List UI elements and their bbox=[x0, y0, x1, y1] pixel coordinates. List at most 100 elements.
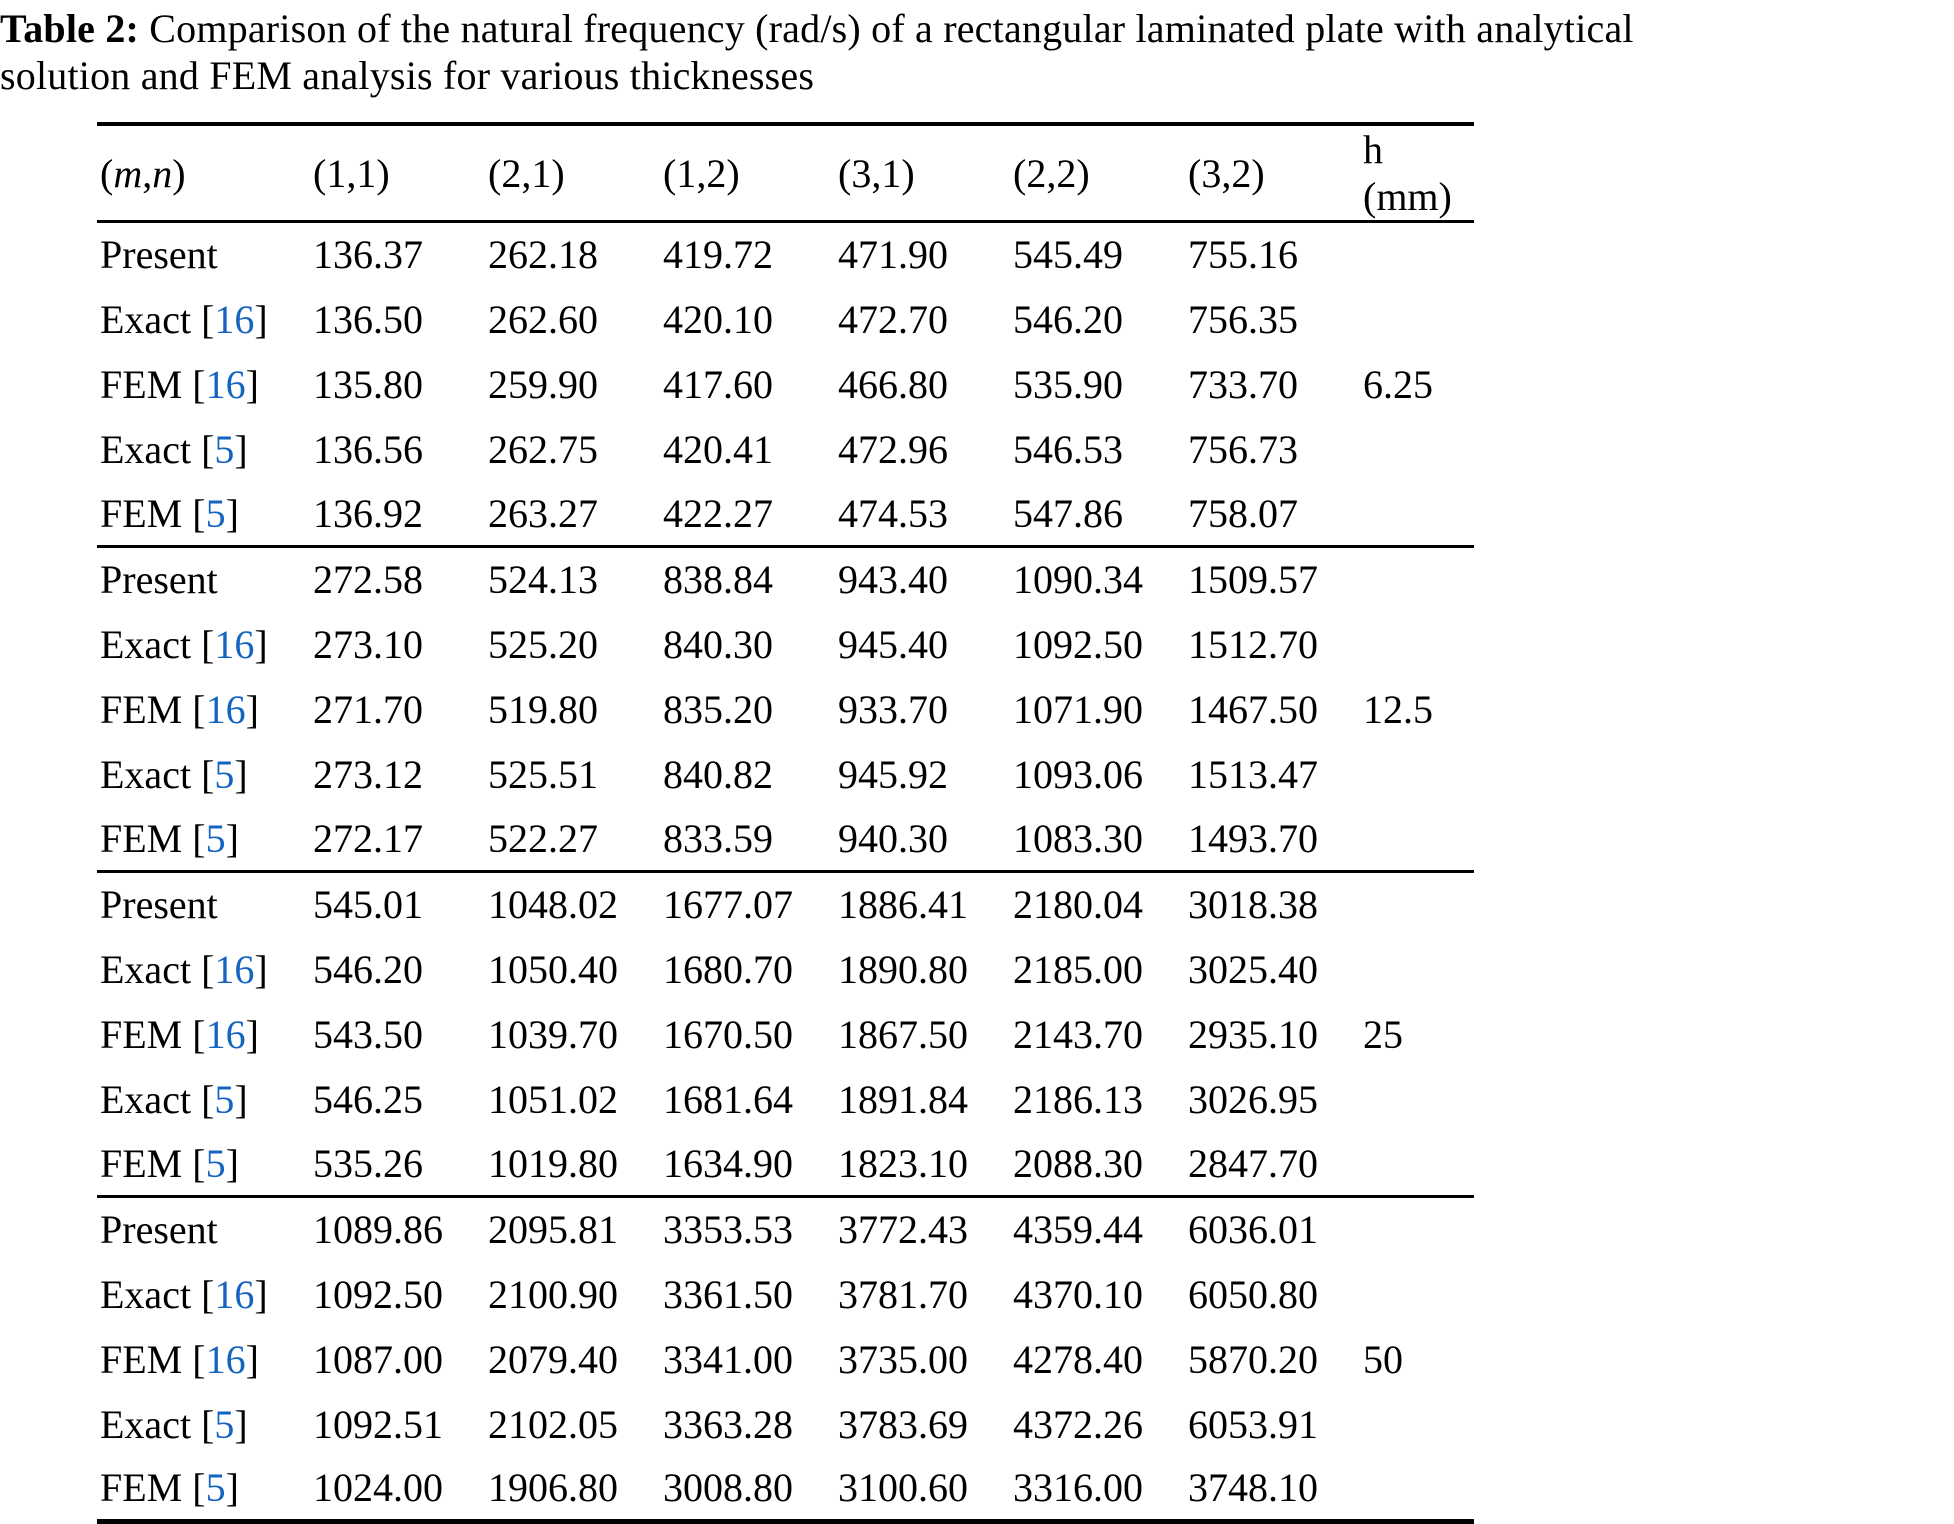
frequency-value-cell: 273.12 bbox=[313, 751, 423, 797]
frequency-value-cell: 3353.53 bbox=[663, 1207, 793, 1253]
thickness-cell bbox=[1360, 1067, 1474, 1132]
frequency-value-cell: 2185.00 bbox=[1013, 946, 1143, 992]
citation-ref-link[interactable]: 16 bbox=[214, 946, 255, 992]
frequency-value-cell: 272.58 bbox=[313, 557, 423, 603]
frequency-value-cell: 472.96 bbox=[838, 426, 948, 472]
citation-ref-link[interactable]: 16 bbox=[214, 296, 255, 342]
frequency-value-cell: 1634.90 bbox=[660, 1131, 835, 1198]
frequency-value-cell: 2088.30 bbox=[1010, 1131, 1185, 1198]
citation-ref-link[interactable]: 5 bbox=[214, 426, 235, 472]
table-row: Present 136.37 262.18 419.72 471.90 545.49 755… bbox=[97, 222, 1474, 287]
citation-ref-link[interactable]: 16 bbox=[214, 621, 255, 667]
citation-ref-link[interactable]: 16 bbox=[205, 1336, 246, 1382]
citation-ref-link[interactable]: 5 bbox=[214, 1401, 235, 1447]
citation-ref-link[interactable]: 5 bbox=[205, 815, 226, 861]
method-cell: Present bbox=[100, 557, 218, 603]
frequency-value-cell: 945.92 bbox=[838, 751, 948, 797]
frequency-value-cell: 419.72 bbox=[663, 232, 773, 278]
frequency-value-cell: 756.35 bbox=[1188, 296, 1298, 342]
method-cell: Exact [16] bbox=[100, 1271, 268, 1317]
frequency-value-cell: 1681.64 bbox=[663, 1076, 793, 1122]
column-header: h (mm) bbox=[1363, 127, 1452, 219]
frequency-value-cell: 259.90 bbox=[488, 361, 598, 407]
frequency-value-cell: 1083.30 bbox=[1010, 806, 1185, 873]
table-row: Exact [16] 1092.50 2100.90 3361.50 3781.70 43… bbox=[97, 1262, 1474, 1327]
frequency-value-cell: 933.70 bbox=[838, 686, 948, 732]
frequency-value-cell: 3781.70 bbox=[838, 1271, 968, 1317]
citation-ref-link[interactable]: 16 bbox=[205, 686, 246, 732]
thickness-cell bbox=[1360, 1197, 1474, 1262]
frequency-value-cell: 136.56 bbox=[313, 426, 423, 472]
thickness-cell bbox=[1360, 1392, 1474, 1457]
frequency-value-cell: 524.13 bbox=[488, 557, 598, 603]
method-cell: FEM [16] bbox=[100, 1011, 259, 1057]
citation-ref-link[interactable]: 16 bbox=[214, 1271, 255, 1317]
frequency-value-cell: 833.59 bbox=[660, 806, 835, 873]
frequency-value-cell: 3772.43 bbox=[838, 1207, 968, 1253]
method-cell: FEM [5] bbox=[97, 481, 310, 548]
column-header: (3,1) bbox=[838, 150, 915, 196]
frequency-value-cell: 3735.00 bbox=[838, 1336, 968, 1382]
method-cell: Exact [16] bbox=[100, 946, 268, 992]
frequency-value-cell: 136.37 bbox=[313, 232, 423, 278]
frequency-value-cell: 835.20 bbox=[663, 686, 773, 732]
table-caption-label: Table 2: bbox=[0, 6, 140, 51]
citation-ref-link[interactable]: 16 bbox=[205, 1011, 246, 1057]
citation-ref-link[interactable]: 5 bbox=[214, 1076, 235, 1122]
table-row: FEM [5] 136.92 263.27 422.27 474.53 547.86 758… bbox=[97, 481, 1474, 548]
frequency-value-cell: 2143.70 bbox=[1013, 1011, 1143, 1057]
frequency-value-cell: 263.27 bbox=[485, 481, 660, 548]
frequency-value-cell: 262.60 bbox=[488, 296, 598, 342]
frequency-value-cell: 273.10 bbox=[313, 621, 423, 667]
frequency-value-cell: 546.20 bbox=[313, 946, 423, 992]
citation-ref-link[interactable]: 16 bbox=[205, 361, 246, 407]
frequency-value-cell: 1670.50 bbox=[663, 1011, 793, 1057]
table-row: FEM [5] 535.26 1019.80 1634.90 1823.10 2088.3… bbox=[97, 1131, 1474, 1198]
thickness-cell bbox=[1360, 287, 1474, 352]
frequency-value-cell: 545.01 bbox=[313, 882, 423, 928]
frequency-value-cell: 546.20 bbox=[1013, 296, 1123, 342]
method-cell: FEM [5] bbox=[97, 1456, 310, 1524]
frequency-value-cell: 2186.13 bbox=[1013, 1076, 1143, 1122]
table-header-row: (m,n) (1,1) (2,1) (1,2) (3,1) (2,2) (3,2) h (mm… bbox=[97, 124, 1474, 222]
frequency-value-cell: 3025.40 bbox=[1188, 946, 1318, 992]
table-caption-line2: solution and FEM analysis for various th… bbox=[0, 53, 815, 98]
frequency-value-cell: 525.20 bbox=[488, 621, 598, 667]
thickness-cell bbox=[1360, 742, 1474, 807]
column-header: (1,2) bbox=[663, 150, 740, 196]
citation-ref-link[interactable]: 5 bbox=[205, 1140, 226, 1186]
citation-ref-link[interactable]: 5 bbox=[205, 1465, 226, 1511]
frequency-value-cell: 1071.90 bbox=[1013, 686, 1143, 732]
table-row: FEM [5] 1024.00 1906.80 3008.80 3100.60 3316.… bbox=[97, 1456, 1474, 1524]
frequency-value-cell: 420.10 bbox=[663, 296, 773, 342]
method-cell: Exact [5] bbox=[100, 426, 248, 472]
frequency-value-cell: 543.50 bbox=[313, 1011, 423, 1057]
frequency-value-cell: 3008.80 bbox=[660, 1456, 835, 1524]
frequency-value-cell: 1513.47 bbox=[1188, 751, 1318, 797]
frequency-value-cell: 535.90 bbox=[1013, 361, 1123, 407]
citation-ref-link[interactable]: 5 bbox=[205, 490, 226, 536]
thickness-cell: 25 bbox=[1363, 1011, 1403, 1057]
frequency-value-cell: 1092.51 bbox=[313, 1401, 443, 1447]
frequency-value-cell: 1867.50 bbox=[838, 1011, 968, 1057]
frequency-value-cell: 3748.10 bbox=[1185, 1456, 1360, 1524]
column-header: (1,1) bbox=[313, 150, 390, 196]
thickness-cell bbox=[1360, 1262, 1474, 1327]
frequency-value-cell: 271.70 bbox=[313, 686, 423, 732]
frequency-value-cell: 2935.10 bbox=[1188, 1011, 1318, 1057]
frequency-value-cell: 1019.80 bbox=[485, 1131, 660, 1198]
frequency-value-cell: 1467.50 bbox=[1188, 686, 1318, 732]
frequency-value-cell: 1906.80 bbox=[485, 1456, 660, 1524]
frequency-table: (m,n) (1,1) (2,1) (1,2) (3,1) (2,2) (3,2) h (mm… bbox=[97, 122, 1474, 1524]
citation-ref-link[interactable]: 5 bbox=[214, 751, 235, 797]
column-header: (2,2) bbox=[1013, 150, 1090, 196]
table-header: (m,n) (1,1) (2,1) (1,2) (3,1) (2,2) (3,2) h (mm… bbox=[97, 124, 1474, 222]
frequency-value-cell: 2100.90 bbox=[488, 1271, 618, 1317]
frequency-value-cell: 5870.20 bbox=[1188, 1336, 1318, 1382]
frequency-value-cell: 262.18 bbox=[488, 232, 598, 278]
method-cell: Exact [5] bbox=[100, 751, 248, 797]
frequency-value-cell: 3018.38 bbox=[1188, 882, 1318, 928]
frequency-value-cell: 3363.28 bbox=[663, 1401, 793, 1447]
column-header: (2,1) bbox=[488, 150, 565, 196]
